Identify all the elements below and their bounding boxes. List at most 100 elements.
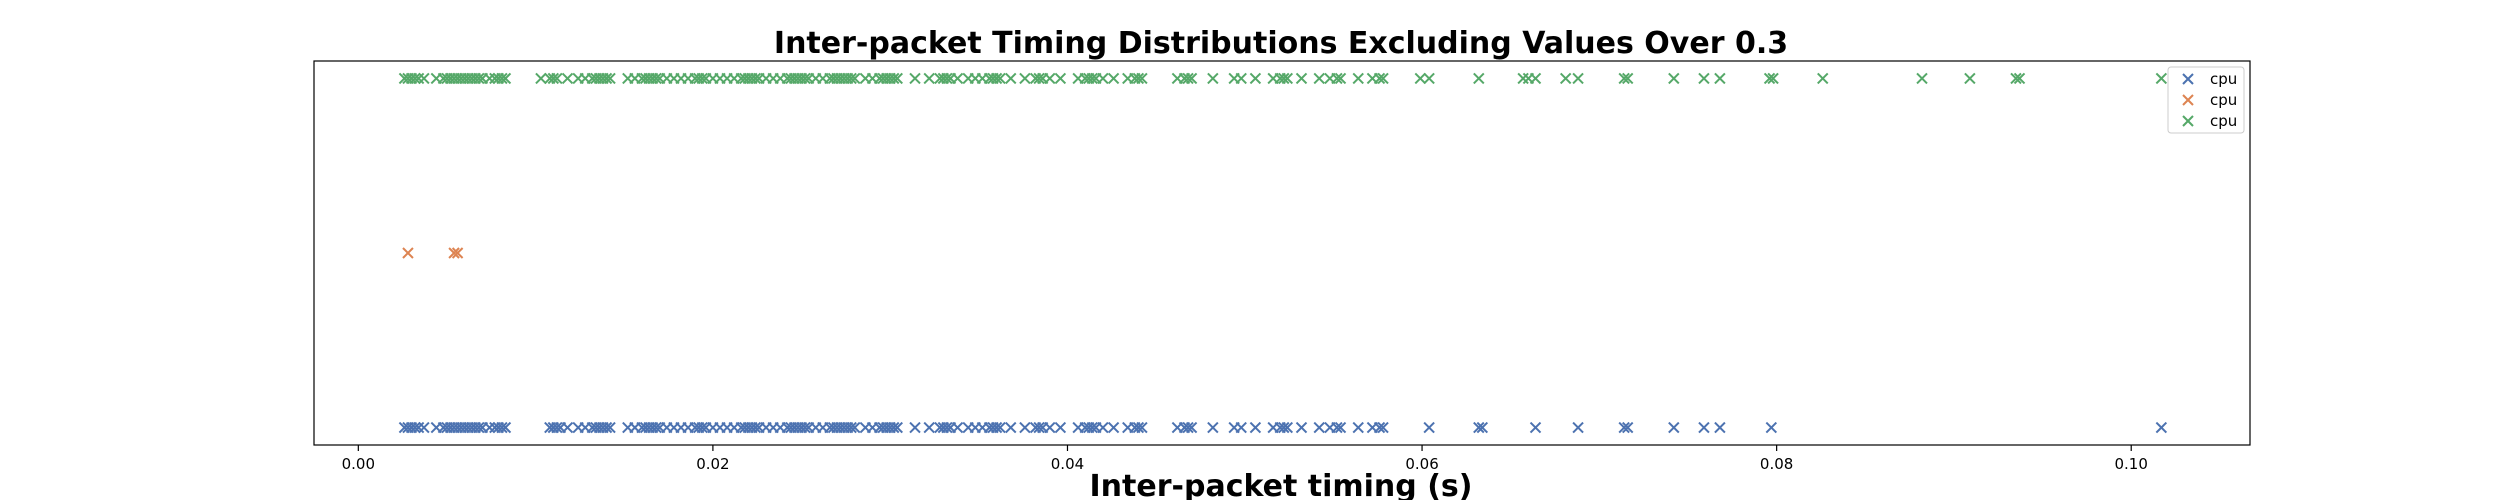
data-point-s2-19: [483, 72, 496, 85]
data-point-s2-164: [2155, 72, 2168, 85]
data-point-s0-143: [1377, 421, 1389, 434]
x-tick-label: 0.08: [1760, 455, 1793, 473]
data-point-s2-106: [1019, 72, 1031, 85]
data-point-s2-82: [849, 72, 861, 85]
data-point-s1-2: [451, 247, 464, 259]
data-point-s2-152: [1618, 72, 1630, 85]
x-tick-label: 0.06: [1405, 455, 1438, 473]
data-point-s2-118: [1107, 72, 1120, 85]
data-point-s2-144: [1414, 72, 1426, 85]
data-point-s0-133: [1278, 421, 1290, 434]
data-point-s0-151: [1668, 421, 1680, 434]
legend-marker-0: [2182, 73, 2194, 85]
data-point-s0-121: [1132, 421, 1145, 434]
data-point-s2-150: [1559, 72, 1572, 85]
data-point-s2-127: [1207, 72, 1219, 85]
data-point-s0-138: [1331, 421, 1343, 434]
data-point-s2-151: [1572, 72, 1584, 85]
data-point-s2-130: [1249, 72, 1262, 85]
data-point-s2-92: [923, 72, 935, 85]
data-point-s2-140: [1352, 72, 1364, 85]
legend-frame: [2167, 66, 2245, 134]
data-point-s0-139: [1334, 421, 1347, 434]
legend-marker-1: [2182, 94, 2194, 106]
data-point-s0-142: [1373, 421, 1386, 434]
data-point-s0-5: [418, 421, 430, 434]
data-point-s2-154: [1668, 72, 1680, 85]
data-point-s0-95: [941, 421, 953, 434]
data-point-s2-142: [1373, 72, 1386, 85]
data-point-s2-146: [1473, 72, 1485, 85]
data-point-s2-115: [1086, 72, 1099, 85]
data-point-s2-97: [951, 72, 964, 85]
data-point-s2-122: [1136, 72, 1148, 85]
data-point-s2-103: [990, 72, 1003, 85]
data-point-s0-81: [845, 421, 857, 434]
data-point-s2-110: [1044, 72, 1056, 85]
data-point-s2-105: [1005, 72, 1017, 85]
legend: cpu cpu cpu: [2167, 66, 2245, 134]
data-point-s0-22: [496, 421, 508, 434]
data-point-s2-36: [604, 72, 616, 85]
data-point-s2-17: [473, 72, 485, 85]
data-point-s0-36: [604, 421, 616, 434]
data-point-s2-138: [1331, 72, 1343, 85]
data-point-s0-71: [799, 421, 811, 434]
legend-marker-2: [2182, 115, 2194, 127]
data-point-s2-117: [1097, 72, 1109, 85]
data-point-s2-81: [845, 72, 857, 85]
data-point-s2-162: [2010, 72, 2022, 85]
data-point-s2-156: [1714, 72, 1726, 85]
data-point-s2-136: [1313, 72, 1325, 85]
data-point-s2-3: [409, 72, 421, 85]
data-point-s0-125: [1182, 421, 1194, 434]
data-point-s2-61: [749, 72, 762, 85]
x-tick-label: 0.10: [2115, 455, 2148, 473]
data-point-s2-133: [1278, 72, 1290, 85]
data-point-s0-152: [1698, 421, 1710, 434]
data-point-s2-104: [994, 72, 1006, 85]
data-point-s2-27: [551, 72, 563, 85]
data-point-s0-140: [1352, 421, 1364, 434]
data-point-s2-129: [1235, 72, 1247, 85]
data-point-s1-1: [448, 247, 460, 259]
data-point-s2-147: [1517, 72, 1529, 85]
data-point-s1-0: [402, 247, 414, 259]
data-point-s0-35: [600, 421, 613, 434]
data-point-s0-28: [561, 421, 574, 434]
data-point-s0-146: [1476, 421, 1489, 434]
data-point-s2-163: [2013, 72, 2026, 85]
data-point-s0-154: [1765, 421, 1778, 434]
data-point-s0-26: [551, 421, 563, 434]
data-point-s2-139: [1334, 72, 1347, 85]
data-point-s2-143: [1377, 72, 1389, 85]
data-point-s0-82: [849, 421, 861, 434]
plot-frame: [313, 60, 2251, 446]
data-point-s0-43: [650, 421, 662, 434]
data-point-s0-150: [1622, 421, 1634, 434]
data-marks: [398, 72, 2168, 434]
data-point-s0-103: [990, 421, 1003, 434]
data-point-s2-121: [1132, 72, 1145, 85]
data-point-s2-90: [891, 72, 903, 85]
data-point-s0-51: [696, 421, 708, 434]
data-point-s2-26: [547, 72, 560, 85]
data-point-s0-91: [909, 421, 921, 434]
data-point-s2-35: [600, 72, 613, 85]
data-point-s0-155: [2155, 421, 2168, 434]
data-point-s0-130: [1249, 421, 1262, 434]
data-point-s2-158: [1767, 72, 1779, 85]
data-point-s0-118: [1107, 421, 1120, 434]
data-point-s2-157: [1763, 72, 1776, 85]
data-point-s0-105: [1005, 421, 1017, 434]
x-tick-label: 0.02: [696, 455, 729, 473]
data-point-s0-135: [1295, 421, 1308, 434]
data-point-s2-111: [1054, 72, 1067, 85]
data-point-s0-127: [1207, 421, 1219, 434]
data-point-s2-108: [1033, 72, 1045, 85]
data-point-s2-28: [561, 72, 574, 85]
data-point-s0-106: [1019, 421, 1031, 434]
data-point-s2-95: [941, 72, 953, 85]
data-point-s2-155: [1698, 72, 1710, 85]
